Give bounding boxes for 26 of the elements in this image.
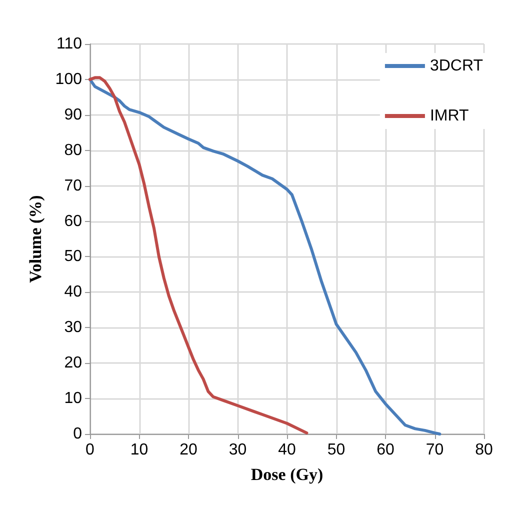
y-tick-label: 60 (64, 212, 82, 230)
x-tick-label: 70 (426, 442, 444, 458)
x-tick-label: 10 (130, 442, 148, 458)
y-tick-label: 110 (56, 36, 82, 52)
x-tick-label: 0 (86, 442, 95, 458)
legend-label: 3DCRT (430, 58, 484, 74)
legend-label: IMRT (430, 108, 469, 124)
x-axis-title: Dose (Gy) (250, 465, 324, 484)
y-tick-label: 70 (64, 177, 82, 194)
y-axis-title: Volume (%) (26, 195, 45, 283)
y-tick-label: 80 (64, 142, 82, 159)
y-tick-label: 100 (55, 70, 82, 88)
y-tick-label: 90 (64, 106, 82, 124)
y-tick-label: 50 (64, 248, 82, 266)
y-tick-label: 20 (64, 354, 82, 372)
x-tick-label: 30 (228, 442, 247, 458)
line-series (88, 76, 308, 434)
x-tick-label: 20 (180, 442, 198, 458)
y-tick-label: 40 (64, 284, 82, 301)
x-tick-label: 40 (278, 442, 296, 458)
x-tick-label: 80 (475, 442, 493, 458)
x-tick-label: 50 (327, 442, 346, 458)
x-tick-label: 60 (376, 442, 394, 458)
y-tick-label: 30 (64, 319, 82, 336)
y-tick-label: 0 (73, 426, 82, 442)
y-tick-label: 10 (64, 390, 82, 408)
